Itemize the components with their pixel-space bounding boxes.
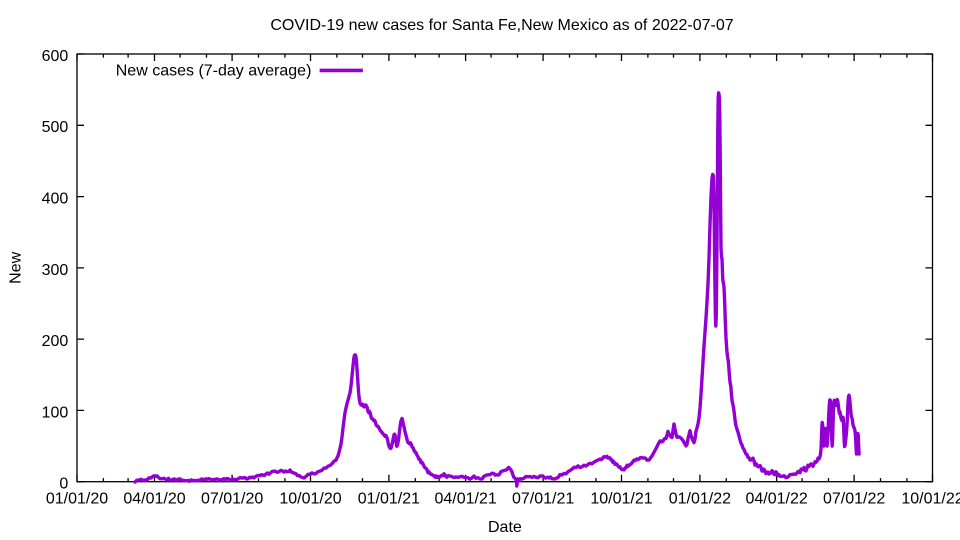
svg-text:COVID-19 new cases for Santa F: COVID-19 new cases for Santa Fe,New Mexi… bbox=[270, 17, 733, 34]
svg-text:200: 200 bbox=[42, 333, 69, 350]
svg-text:400: 400 bbox=[42, 191, 69, 208]
svg-text:01/01/21: 01/01/21 bbox=[358, 491, 420, 508]
svg-text:600: 600 bbox=[42, 48, 69, 65]
svg-text:10/01/20: 10/01/20 bbox=[279, 491, 341, 508]
svg-text:07/01/20: 07/01/20 bbox=[201, 491, 263, 508]
svg-text:0: 0 bbox=[59, 476, 68, 493]
svg-text:07/01/22: 07/01/22 bbox=[823, 491, 885, 508]
svg-text:01/01/20: 01/01/20 bbox=[46, 491, 108, 508]
svg-text:01/01/22: 01/01/22 bbox=[669, 491, 731, 508]
svg-text:04/01/21: 04/01/21 bbox=[434, 491, 496, 508]
svg-text:04/01/22: 04/01/22 bbox=[745, 491, 807, 508]
svg-text:Date: Date bbox=[488, 519, 522, 536]
svg-text:100: 100 bbox=[42, 404, 69, 421]
svg-text:New cases (7-day average): New cases (7-day average) bbox=[116, 63, 312, 80]
svg-text:300: 300 bbox=[42, 262, 69, 279]
svg-text:500: 500 bbox=[42, 119, 69, 136]
svg-text:07/01/21: 07/01/21 bbox=[512, 491, 574, 508]
svg-text:04/01/20: 04/01/20 bbox=[123, 491, 185, 508]
svg-text:10/01/22: 10/01/22 bbox=[901, 491, 960, 508]
svg-text:10/01/21: 10/01/21 bbox=[590, 491, 652, 508]
svg-text:New: New bbox=[8, 251, 25, 283]
